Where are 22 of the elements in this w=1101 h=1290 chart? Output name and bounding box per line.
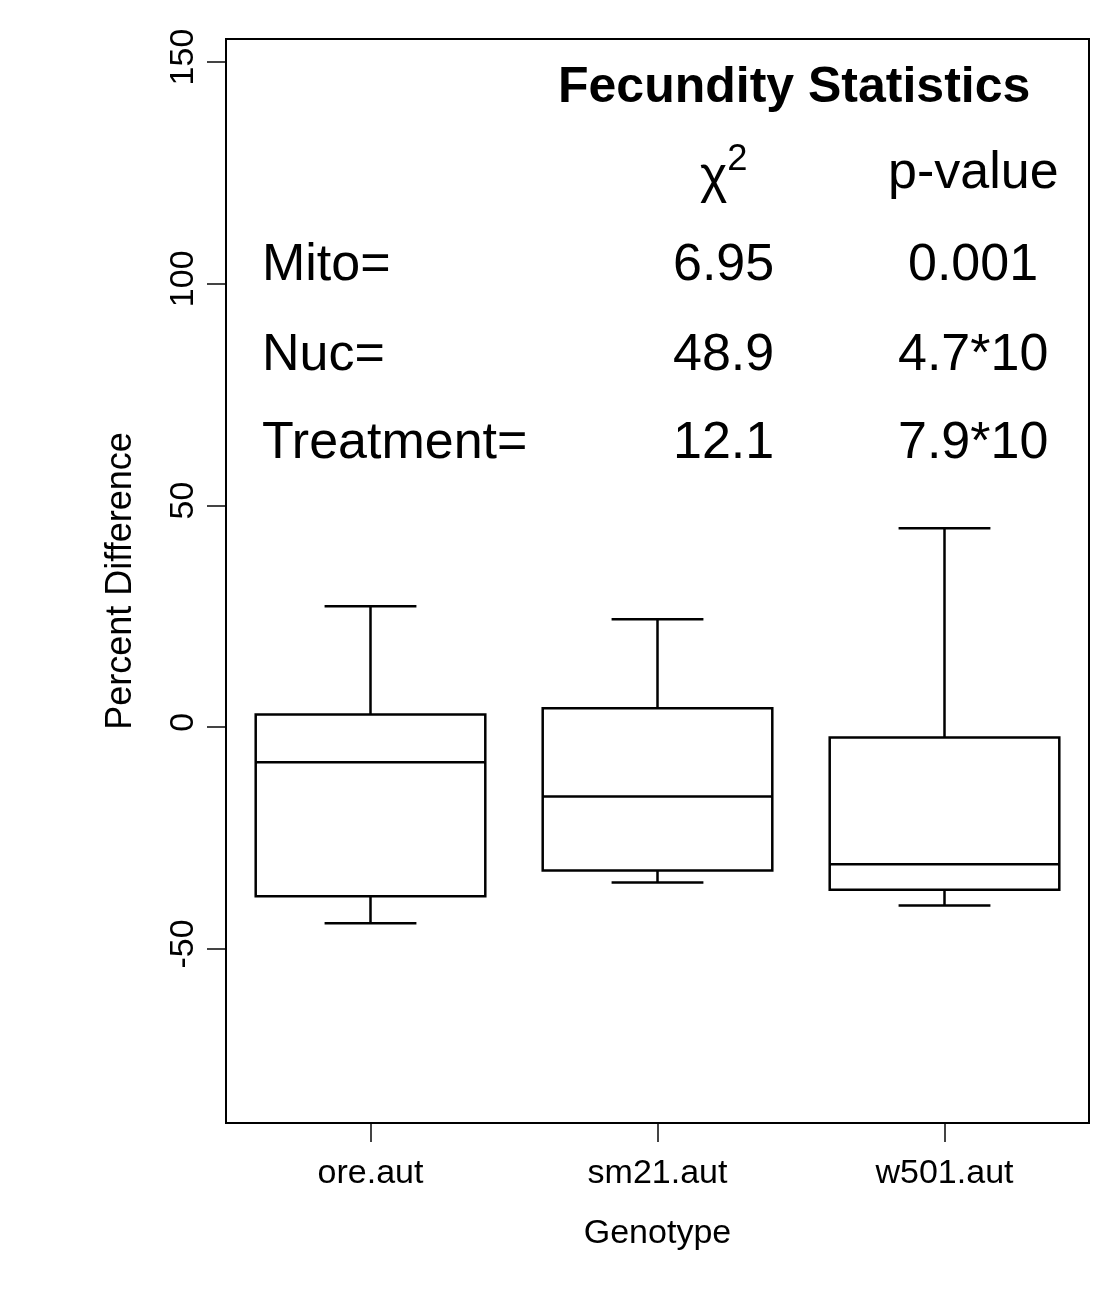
y-tick-label: 0 — [162, 712, 201, 732]
x-axis-title: Genotype — [583, 1211, 732, 1250]
x-tick-label: w501.aut — [874, 1151, 1015, 1190]
annotation: 4.7*10 — [898, 323, 1049, 381]
y-axis-title: Percent Difference — [97, 432, 139, 730]
annotation: 6.95 — [673, 233, 775, 291]
x-tick-label: ore.aut — [317, 1151, 424, 1190]
annotation: 48.9 — [673, 323, 775, 381]
annotation: 12.1 — [673, 411, 775, 469]
annotation: χ$^{2}$ — [700, 137, 748, 203]
annotation: 7.9*10 — [898, 411, 1049, 469]
chart-title: Fecundity Statistics — [558, 57, 1031, 113]
annotation: Nuc= — [262, 323, 385, 381]
annotation: Mito= — [262, 233, 391, 291]
annotation: Treatment= — [262, 411, 528, 469]
y-tick-label: 50 — [162, 481, 201, 520]
y-tick-label: 100 — [162, 250, 201, 308]
y-tick-label: 150 — [162, 28, 201, 86]
y-tick-label: -50 — [162, 919, 201, 969]
x-tick-label: sm21.aut — [587, 1151, 728, 1190]
annotation: p-value — [888, 141, 1059, 199]
annotation: 0.001 — [908, 233, 1039, 291]
